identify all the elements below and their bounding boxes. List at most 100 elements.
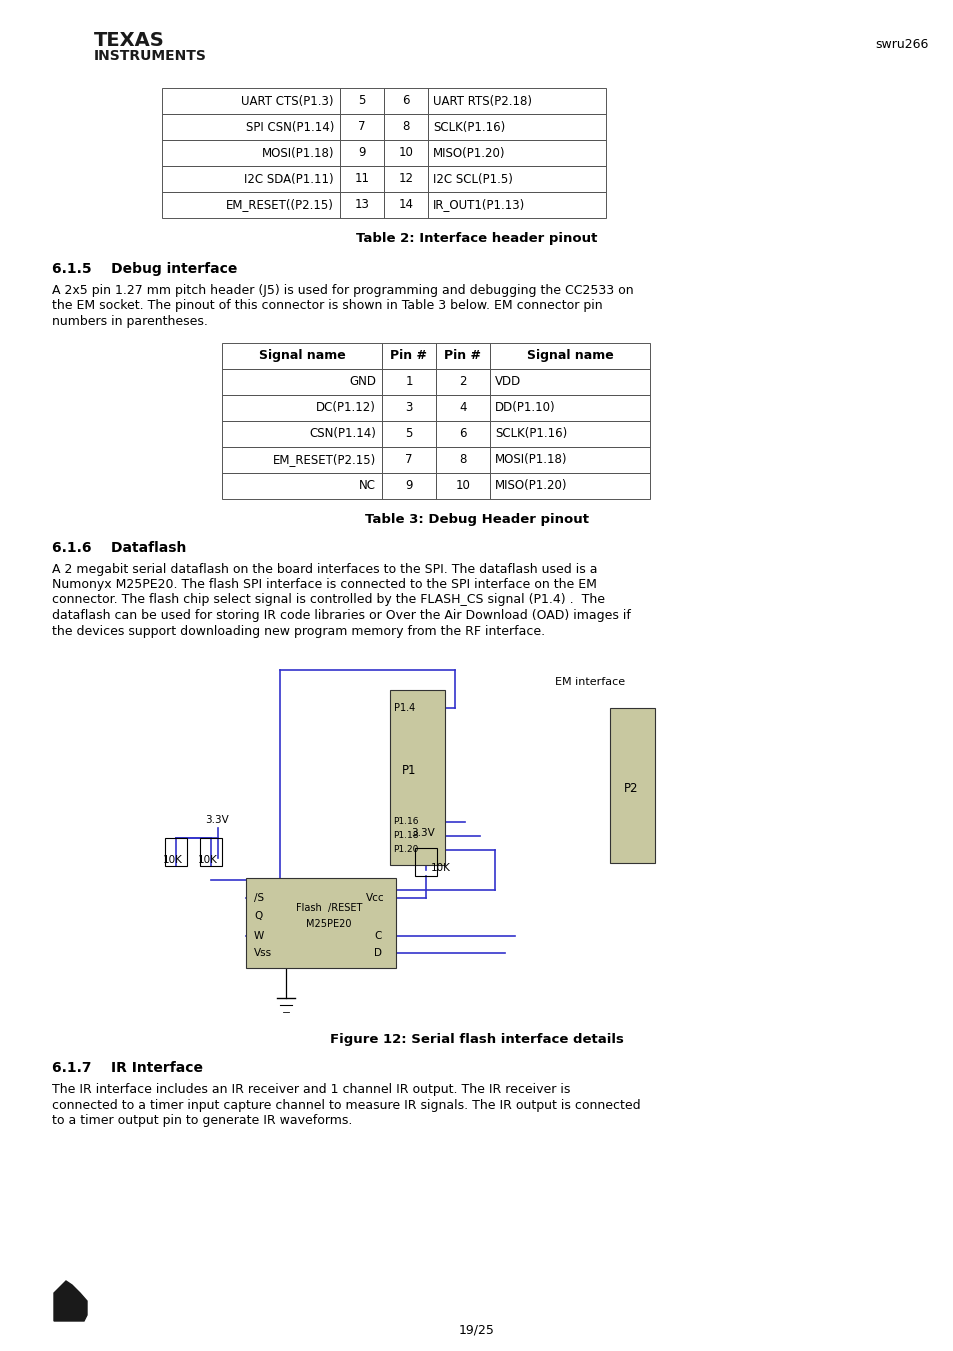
Bar	[436, 369, 490, 394]
Bar	[415, 848, 436, 875]
Bar	[436, 343, 490, 369]
Text: numbers in parentheses.: numbers in parentheses.	[52, 315, 208, 328]
Text: IR_OUT1(P1.13): IR_OUT1(P1.13)	[433, 199, 525, 212]
Text: 10K: 10K	[198, 855, 217, 865]
Text: to a timer output pin to generate IR waveforms.: to a timer output pin to generate IR wav…	[52, 1115, 352, 1127]
Polygon shape	[54, 1281, 87, 1321]
Bar	[162, 192, 339, 218]
Text: Vcc: Vcc	[366, 893, 384, 902]
Text: 6.1.5    Debug interface: 6.1.5 Debug interface	[52, 262, 237, 276]
Text: C: C	[374, 931, 381, 942]
Text: UART RTS(P2.18): UART RTS(P2.18)	[433, 95, 532, 108]
Text: A 2 megabit serial dataflash on the board interfaces to the SPI. The dataflash u: A 2 megabit serial dataflash on the boar…	[52, 562, 597, 576]
Text: EM_RESET((P2.15): EM_RESET((P2.15)	[226, 199, 334, 212]
Text: 11: 11	[355, 173, 369, 185]
Text: 10K: 10K	[163, 855, 183, 865]
Text: Figure 12: Serial flash interface details: Figure 12: Serial flash interface detail…	[330, 1034, 623, 1046]
Bar	[381, 473, 436, 499]
Bar	[609, 708, 655, 863]
Text: Table 2: Interface header pinout: Table 2: Interface header pinout	[355, 232, 598, 245]
Text: the devices support downloading new program memory from the RF interface.: the devices support downloading new prog…	[52, 624, 544, 638]
Bar	[339, 113, 384, 141]
Bar	[381, 394, 436, 420]
Bar	[384, 166, 428, 192]
Bar	[428, 192, 605, 218]
Bar	[490, 343, 649, 369]
Bar	[436, 446, 490, 473]
Text: 10: 10	[456, 480, 470, 492]
Text: 12: 12	[398, 173, 413, 185]
Bar	[428, 88, 605, 113]
Text: 4: 4	[458, 401, 466, 413]
Text: I2C SCL(P1.5): I2C SCL(P1.5)	[433, 173, 513, 185]
Bar	[381, 369, 436, 394]
Text: 7: 7	[358, 120, 365, 134]
Bar	[490, 369, 649, 394]
Bar	[384, 141, 428, 166]
Bar	[339, 88, 384, 113]
Text: connector. The flash chip select signal is controlled by the FLASH_CS signal (P1: connector. The flash chip select signal …	[52, 593, 604, 607]
Bar	[165, 838, 187, 866]
Bar	[384, 192, 428, 218]
Text: Numonyx M25PE20. The flash SPI interface is connected to the SPI interface on th: Numonyx M25PE20. The flash SPI interface…	[52, 578, 597, 590]
Text: CSN(P1.14): CSN(P1.14)	[309, 427, 375, 440]
Text: Flash  /RESET: Flash /RESET	[295, 902, 362, 913]
Bar	[162, 141, 339, 166]
Bar	[384, 88, 428, 113]
Text: 10: 10	[398, 146, 413, 159]
Text: EM interface: EM interface	[555, 677, 624, 688]
Text: MISO(P1.20): MISO(P1.20)	[433, 146, 505, 159]
Bar	[381, 446, 436, 473]
Text: Q: Q	[253, 911, 262, 921]
Text: 8: 8	[402, 120, 409, 134]
Bar	[436, 420, 490, 446]
Bar	[339, 192, 384, 218]
Text: P2: P2	[623, 781, 638, 794]
Text: 8: 8	[458, 453, 466, 466]
Text: Pin #: Pin #	[444, 349, 481, 362]
Text: The IR interface includes an IR receiver and 1 channel IR output. The IR receive: The IR interface includes an IR receiver…	[52, 1084, 570, 1096]
Text: Signal name: Signal name	[526, 349, 613, 362]
Bar	[436, 473, 490, 499]
Text: 9: 9	[358, 146, 365, 159]
Bar	[222, 420, 381, 446]
Bar	[246, 878, 395, 969]
Bar	[222, 343, 381, 369]
Bar	[162, 88, 339, 113]
Bar	[381, 420, 436, 446]
Bar	[162, 166, 339, 192]
Text: P1.16: P1.16	[393, 817, 418, 827]
Text: D: D	[374, 948, 381, 958]
Text: GND: GND	[349, 376, 375, 388]
Text: 13: 13	[355, 199, 369, 212]
Text: SCLK(P1.16): SCLK(P1.16)	[495, 427, 567, 440]
Text: MOSI(P1.18): MOSI(P1.18)	[495, 453, 567, 466]
Text: I2C SDA(P1.11): I2C SDA(P1.11)	[244, 173, 334, 185]
Text: connected to a timer input capture channel to measure IR signals. The IR output : connected to a timer input capture chann…	[52, 1098, 640, 1112]
Text: the EM socket. The pinout of this connector is shown in Table 3 below. EM connec: the EM socket. The pinout of this connec…	[52, 300, 602, 312]
Text: INSTRUMENTS: INSTRUMENTS	[94, 49, 207, 63]
Text: P1.4: P1.4	[394, 703, 415, 713]
Bar	[222, 394, 381, 420]
Text: 14: 14	[398, 199, 413, 212]
Bar	[339, 141, 384, 166]
Bar	[490, 394, 649, 420]
Text: 5: 5	[358, 95, 365, 108]
Bar	[390, 690, 444, 865]
Text: 6: 6	[458, 427, 466, 440]
Bar	[490, 473, 649, 499]
Bar	[162, 113, 339, 141]
Text: MISO(P1.20): MISO(P1.20)	[495, 480, 567, 492]
Text: DC(P1.12): DC(P1.12)	[315, 401, 375, 413]
Bar	[428, 141, 605, 166]
Bar	[222, 446, 381, 473]
Bar	[381, 343, 436, 369]
Bar	[490, 420, 649, 446]
Text: NC: NC	[358, 480, 375, 492]
Text: VDD: VDD	[495, 376, 520, 388]
Text: Vss: Vss	[253, 948, 272, 958]
Text: M25PE20: M25PE20	[306, 919, 351, 929]
Text: Table 3: Debug Header pinout: Table 3: Debug Header pinout	[365, 512, 588, 526]
Text: dataflash can be used for storing IR code libraries or Over the Air Download (OA: dataflash can be used for storing IR cod…	[52, 609, 630, 621]
Text: swru266: swru266	[874, 38, 927, 51]
